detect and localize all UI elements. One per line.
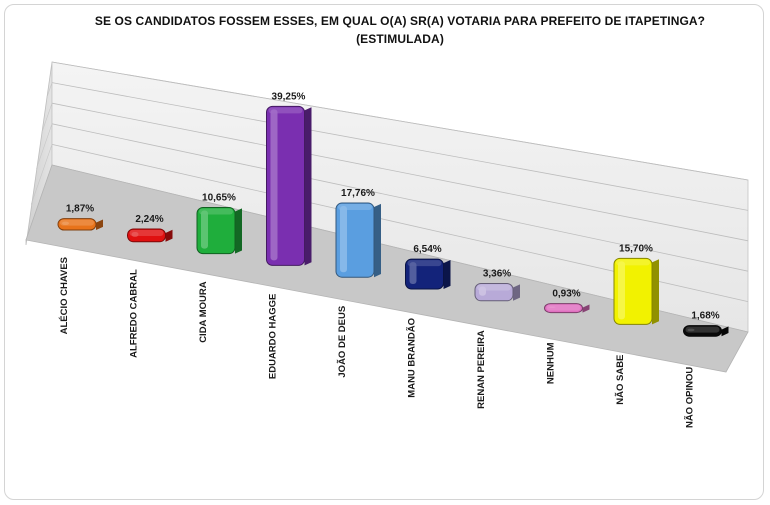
bar-side xyxy=(235,208,242,254)
bar-highlight xyxy=(270,109,278,261)
bar-highlight xyxy=(618,261,625,320)
value-label: 39,25% xyxy=(272,91,306,102)
category-label: ALFREDO CABRAL xyxy=(129,269,140,358)
bars-group xyxy=(57,105,729,337)
value-labels-group: 1,87% 2,24% 10,65% 39,25% 17,76% 6,54% 3,36% 0,… xyxy=(66,91,720,321)
chart-title: SE OS CANDIDATOS FOSSEM ESSES, EM QUAL O… xyxy=(80,12,720,48)
bar-side xyxy=(374,203,381,278)
category-label: ALÉCIO CHAVES xyxy=(59,257,70,334)
bar xyxy=(57,218,103,231)
chart-subtitle: (ESTIMULADA) xyxy=(356,32,444,46)
bar-top xyxy=(338,204,372,211)
bar-top xyxy=(129,229,164,236)
value-label: 6,54% xyxy=(413,244,441,255)
bar-side xyxy=(165,229,173,242)
bar-top xyxy=(685,326,720,333)
side-gridline xyxy=(36,123,53,169)
bar-highlight xyxy=(201,210,208,249)
bar xyxy=(474,283,520,302)
side-gridline xyxy=(41,103,53,134)
value-label: 10,65% xyxy=(202,193,236,204)
bar xyxy=(127,228,173,243)
gridline xyxy=(51,82,749,211)
bar-side xyxy=(721,326,729,337)
value-label: 3,36% xyxy=(483,269,511,280)
side-gridline xyxy=(30,144,53,205)
bar xyxy=(613,257,659,325)
value-label: 1,87% xyxy=(66,204,94,215)
bar xyxy=(196,207,242,255)
category-label: NENHUM xyxy=(546,342,557,384)
category-label: MANU BRANDÃO xyxy=(407,318,418,398)
bar-side xyxy=(96,219,103,230)
category-label: JOÃO DE DEUS xyxy=(337,306,348,378)
gridline xyxy=(51,102,749,242)
bar-side xyxy=(513,284,520,301)
bar-top xyxy=(60,219,94,226)
bar-side xyxy=(443,260,451,289)
bar-top xyxy=(268,107,303,114)
side-gridline xyxy=(46,82,53,98)
category-label: CIDA MOURA xyxy=(198,281,209,343)
value-label: 17,76% xyxy=(341,188,375,199)
gridline xyxy=(51,123,749,272)
bar-side xyxy=(582,304,590,313)
bar-side xyxy=(304,107,312,266)
category-labels-group: ALÉCIO CHAVES ALFREDO CABRAL CIDA MOURA EDU… xyxy=(59,257,696,428)
gridline xyxy=(51,61,749,181)
bar-top xyxy=(546,304,581,311)
bar xyxy=(544,303,590,314)
bar-top xyxy=(616,259,650,266)
chart-title-line: SE OS CANDIDATOS FOSSEM ESSES, EM QUAL O… xyxy=(94,14,706,28)
bar-highlight xyxy=(409,262,417,284)
bar xyxy=(335,202,381,278)
value-label: 2,24% xyxy=(135,214,163,225)
bar xyxy=(683,325,729,337)
value-label: 1,68% xyxy=(691,311,719,322)
category-label: EDUARDO HAGGE xyxy=(268,294,279,380)
value-label: 0,93% xyxy=(552,289,580,300)
bar-highlight xyxy=(340,206,347,273)
bar-top xyxy=(199,208,233,215)
category-label: RENAN PEREIRA xyxy=(476,330,487,409)
bar xyxy=(266,105,312,266)
bar xyxy=(405,258,451,290)
bar-top xyxy=(477,284,511,291)
value-label: 15,70% xyxy=(619,243,653,254)
category-label: NÃO OPINOU xyxy=(685,367,696,428)
bar-side xyxy=(652,259,659,325)
bar-top xyxy=(407,260,442,267)
category-label: NÃO SABE xyxy=(615,355,626,405)
